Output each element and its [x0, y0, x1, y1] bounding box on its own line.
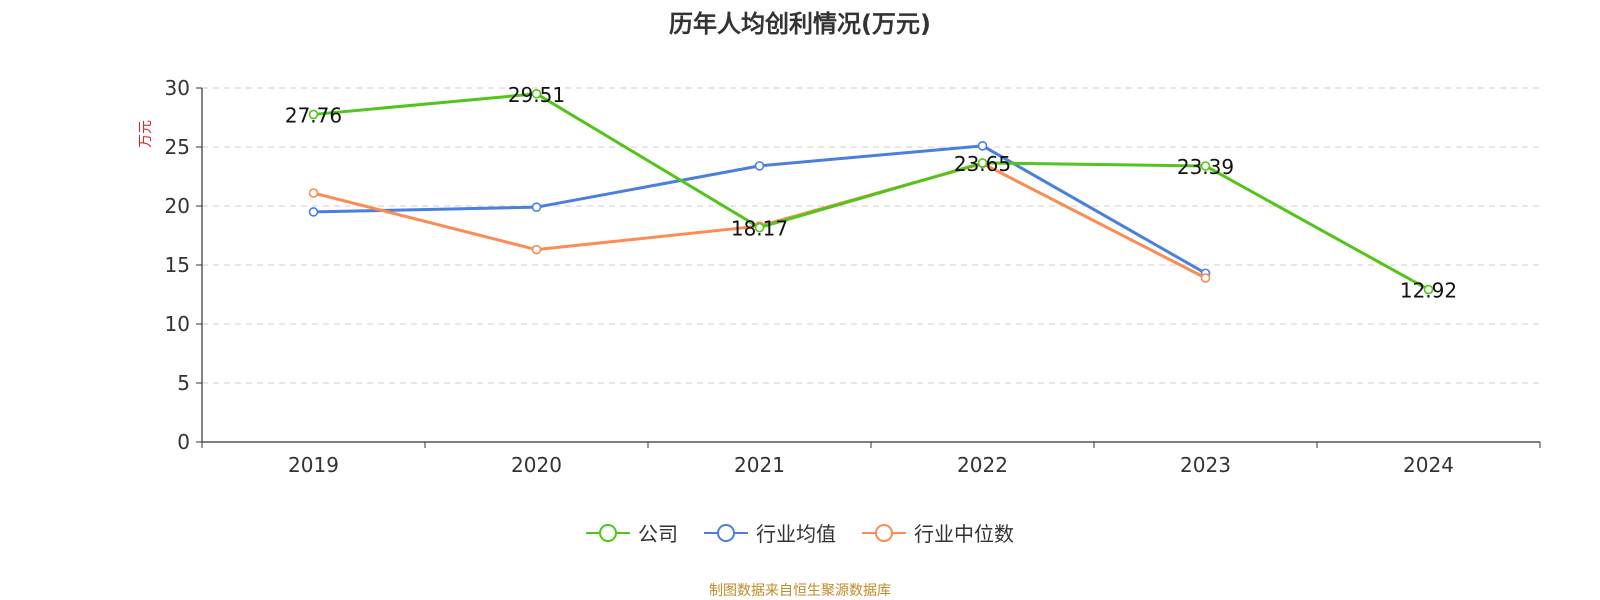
- data-label-2024: 12.92: [1400, 279, 1457, 303]
- x-tick-label-2024: 2024: [1403, 453, 1454, 477]
- grid-lines: [202, 87, 1540, 384]
- data-point-行业均值-2021[interactable]: [754, 161, 765, 171]
- x-tick-label-2021: 2021: [734, 453, 785, 477]
- data-point-行业中位数-2019[interactable]: [308, 188, 319, 198]
- data-point-行业均值-2020[interactable]: [531, 202, 542, 212]
- source-note: 制图数据来自恒生聚源数据库: [709, 583, 891, 599]
- data-label-2022: 23.65: [954, 152, 1011, 176]
- data-point-行业均值-2019[interactable]: [308, 207, 319, 217]
- legend-line-circle-icon: [704, 523, 748, 542]
- chart-title: 历年人均创利情况(万元): [669, 10, 931, 38]
- x-tick-label-2020: 2020: [511, 453, 562, 477]
- y-tick-label: 25: [165, 135, 190, 159]
- y-tick-label: 5: [177, 371, 190, 395]
- legend-item-行业均值[interactable]: 行业均值: [704, 518, 836, 547]
- y-tick-label: 30: [165, 76, 190, 100]
- data-point-公司-2020[interactable]: [531, 88, 542, 99]
- legend-line-circle-icon: [862, 523, 906, 542]
- axes: 0 5 10 15 20 25 30 万元 2019 2020 2021 2022 2023 2024: [138, 76, 1541, 477]
- y-tick-label: 0: [177, 430, 190, 454]
- x-tick-label-2022: 2022: [957, 453, 1008, 477]
- legend-item-公司[interactable]: 公司: [586, 518, 678, 547]
- legend-label: 行业均值: [756, 522, 836, 546]
- data-label-2023: 23.39: [1177, 155, 1234, 179]
- legend-item-行业中位数[interactable]: 行业中位数: [862, 518, 1014, 547]
- legend-label: 公司: [638, 522, 678, 546]
- series-lines: [308, 88, 1434, 295]
- data-point-公司-2019[interactable]: [308, 109, 319, 120]
- data-point-行业均值-2022[interactable]: [977, 141, 988, 151]
- y-tick-label: 10: [165, 312, 190, 336]
- data-label-2020: 29.51: [508, 83, 565, 107]
- data-labels: 27.76 29.51 18.17 23.65 23.39 12.92: [285, 83, 1457, 303]
- data-label-2019: 27.76: [285, 103, 342, 127]
- legend: 公司 行业均值 行业中位数: [0, 518, 1600, 547]
- legend-line-circle-icon: [586, 523, 630, 542]
- data-point-行业中位数-2023[interactable]: [1200, 273, 1211, 283]
- data-point-公司-2022[interactable]: [977, 158, 988, 168]
- series-line-公司: [313, 92, 1430, 291]
- data-point-公司-2021[interactable]: [754, 222, 765, 233]
- y-axis-title: 万元: [138, 120, 154, 148]
- x-tick-label-2023: 2023: [1180, 453, 1231, 477]
- data-point-行业中位数-2020[interactable]: [531, 244, 542, 255]
- data-point-公司-2023[interactable]: [1200, 161, 1211, 171]
- y-tick-label: 20: [165, 194, 190, 218]
- y-tick-label: 15: [165, 253, 190, 277]
- x-tick-label-2019: 2019: [288, 453, 339, 477]
- data-point-公司-2024[interactable]: [1423, 284, 1434, 295]
- legend-label: 行业中位数: [914, 522, 1014, 546]
- data-label-2021: 18.17: [731, 217, 788, 241]
